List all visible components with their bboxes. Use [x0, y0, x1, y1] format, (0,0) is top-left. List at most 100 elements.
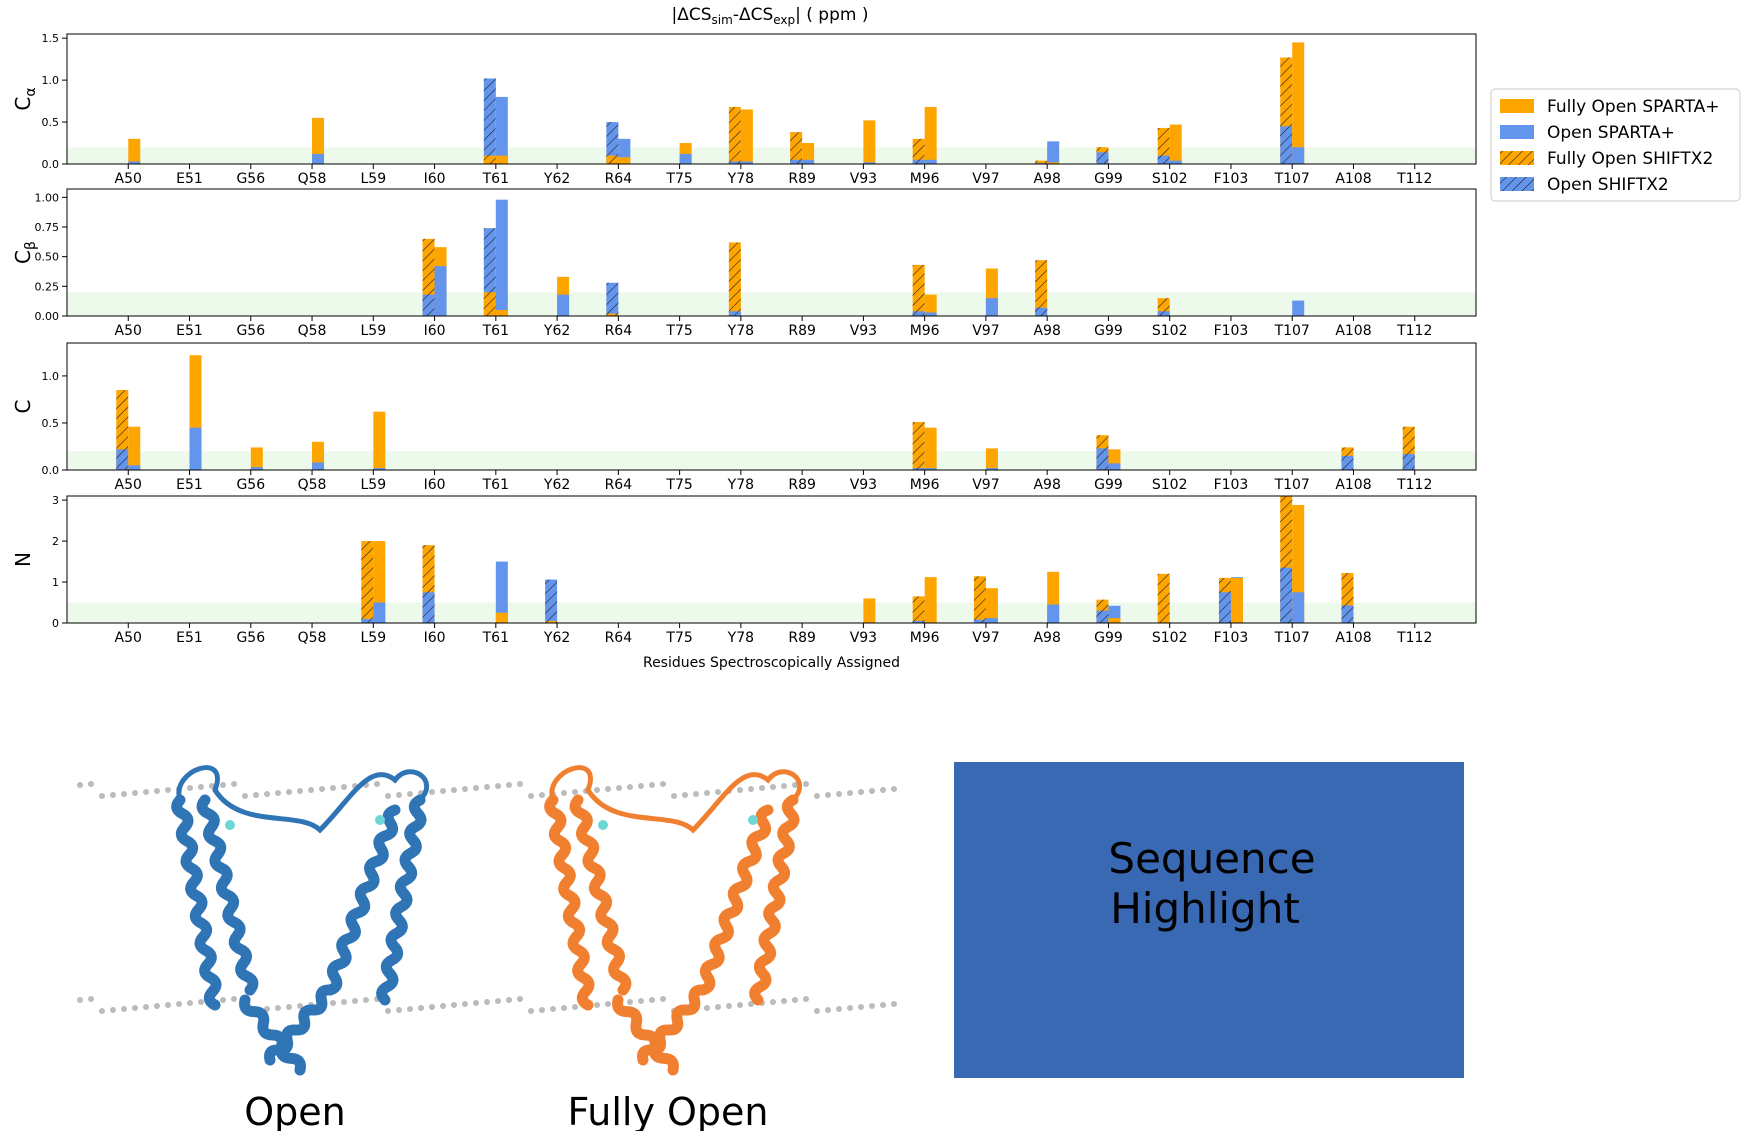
structure-label: Open	[244, 1090, 346, 1131]
bar-hatch	[728, 311, 741, 316]
bar	[863, 162, 876, 164]
lipid-bead	[121, 791, 127, 797]
x-tick-label: R64	[605, 477, 633, 493]
x-tick-label: V97	[972, 630, 999, 646]
highlight-text: Highlight	[1110, 884, 1300, 933]
lipid-bead	[286, 789, 292, 795]
lipid-bead	[880, 787, 886, 793]
lipid-bead	[473, 785, 479, 791]
lipid-bead	[715, 789, 721, 795]
x-tick-label: F103	[1214, 630, 1249, 646]
x-tick-label: S102	[1152, 323, 1188, 339]
bar	[128, 426, 141, 470]
bar-hatch	[483, 292, 496, 316]
lipid-bead	[154, 1003, 160, 1009]
bar	[924, 427, 937, 470]
lipid-bead	[814, 793, 820, 799]
shaded-band	[67, 602, 1476, 623]
lipid-bead	[143, 789, 149, 795]
bar	[924, 468, 937, 470]
lipid-bead	[660, 781, 666, 787]
bar	[1047, 162, 1060, 164]
bar	[128, 138, 141, 164]
lipid-bead	[748, 1001, 754, 1007]
lipid-bead	[341, 999, 347, 1005]
bar-hatch	[483, 155, 496, 164]
x-tick-label: T107	[1274, 323, 1310, 339]
bar	[1292, 42, 1305, 164]
helix	[239, 994, 306, 1076]
helix	[324, 804, 401, 996]
lipid-bead	[528, 793, 534, 799]
lipid-bead	[572, 789, 578, 795]
lipid-bead	[693, 791, 699, 797]
lipid-bead	[561, 790, 567, 796]
bar-hatch	[1280, 126, 1293, 164]
x-tick-label: V93	[850, 171, 877, 187]
bar	[495, 199, 508, 316]
lipid-bead	[682, 792, 688, 798]
x-tick-label: S102	[1152, 477, 1188, 493]
lipid-bead	[385, 793, 391, 799]
x-tick-label: A50	[115, 323, 142, 339]
bar	[924, 294, 937, 316]
lipid-bead	[154, 788, 160, 794]
lipid-bead	[220, 997, 226, 1003]
x-tick-label: A98	[1033, 171, 1060, 187]
title-part: sim	[712, 13, 733, 27]
lipid-bead	[517, 781, 523, 787]
bar-hatch	[912, 596, 925, 623]
lipid-bead	[275, 790, 281, 796]
bar	[189, 427, 202, 470]
helix	[196, 794, 259, 996]
legend-hatch	[1500, 177, 1534, 191]
legend-label: Fully Open SPARTA+	[1547, 97, 1719, 117]
bar	[128, 161, 141, 164]
x-tick-label: V97	[972, 171, 999, 187]
x-tick-label: M96	[910, 323, 940, 339]
lipid-bead	[352, 998, 358, 1004]
x-tick-label: V97	[972, 477, 999, 493]
lipid-bead	[737, 1002, 743, 1008]
helix	[544, 794, 595, 1011]
x-tick-label: T107	[1274, 171, 1310, 187]
bar-hatch	[912, 468, 925, 470]
bar	[679, 153, 692, 164]
bar	[495, 155, 508, 164]
plot-frame	[66, 33, 1477, 165]
x-tick-label: S102	[1152, 630, 1188, 646]
x-tick-label: Y62	[543, 477, 570, 493]
x-tick-label: A98	[1033, 477, 1060, 493]
x-tick-label: A108	[1335, 477, 1371, 493]
lipid-bead	[605, 1001, 611, 1007]
y-tick-label: 1	[52, 576, 59, 589]
lipid-bead	[770, 784, 776, 790]
y-tick-label: 2	[52, 535, 59, 548]
lipid-bead	[253, 792, 259, 798]
bar	[1292, 592, 1305, 623]
title-part: -ΔCS	[733, 5, 773, 25]
x-tick-label: S102	[1152, 171, 1188, 187]
lipid-bead	[330, 1000, 336, 1006]
lipid-bead	[231, 781, 237, 787]
lipid-bead	[187, 785, 193, 791]
x-tick-label: T112	[1396, 477, 1432, 493]
bar	[1169, 160, 1182, 164]
bar-hatch	[1096, 448, 1109, 470]
bar-hatch	[728, 106, 741, 164]
title-part: |ΔCS	[672, 5, 712, 25]
lipid-bead	[704, 790, 710, 796]
bar	[312, 153, 325, 164]
x-tick-label: A108	[1335, 323, 1371, 339]
helix	[264, 984, 336, 1066]
x-tick-label: E51	[176, 477, 203, 493]
x-tick-label: T75	[665, 630, 692, 646]
y-axis-label: N	[11, 552, 35, 567]
lipid-bead	[660, 996, 666, 1002]
x-tick-label: A50	[115, 171, 142, 187]
lipid-bead	[198, 784, 204, 790]
lipid-bead	[132, 790, 138, 796]
x-tick-label: G56	[236, 477, 265, 493]
x-tick-label: R64	[605, 630, 633, 646]
lipid-bead	[484, 999, 490, 1005]
